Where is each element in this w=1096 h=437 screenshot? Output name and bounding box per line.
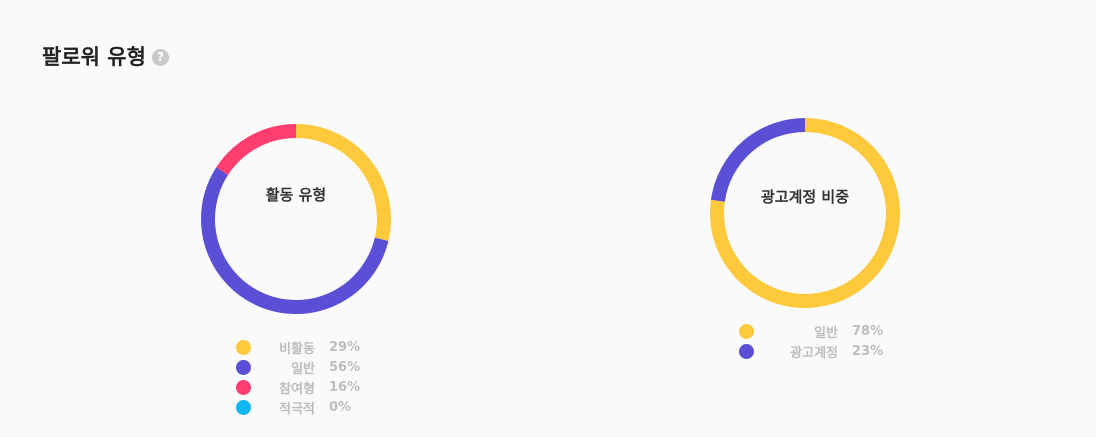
legend-item[interactable]: 일반 56% bbox=[236, 357, 360, 377]
legend-item[interactable]: 비활동 29% bbox=[236, 337, 360, 357]
ad-account-legend: 일반 78% 광고계정 23% bbox=[739, 321, 883, 361]
section-title: 팔로워 유형 ? bbox=[42, 41, 169, 71]
page-title: 팔로워 유형 bbox=[42, 45, 146, 69]
legend-item[interactable]: 광고계정 23% bbox=[739, 341, 883, 361]
ad-account-chart: 광고계정 비중 bbox=[710, 118, 900, 308]
legend-swatch bbox=[739, 343, 754, 359]
ad-account-title: 광고계정 비중 bbox=[760, 188, 850, 206]
legend-swatch bbox=[236, 339, 251, 355]
legend-value: 16% bbox=[329, 379, 361, 395]
legend-value: 78% bbox=[852, 323, 884, 339]
donut-slice-0[interactable] bbox=[710, 118, 900, 308]
donut-slice-2[interactable] bbox=[216, 124, 297, 176]
legend-item[interactable]: 일반 78% bbox=[739, 321, 883, 341]
activity-type-chart: 활동 유형 bbox=[201, 124, 391, 314]
legend-swatch bbox=[739, 323, 754, 339]
ad-account-donut bbox=[710, 118, 900, 308]
donut-slice-1[interactable] bbox=[201, 167, 389, 314]
legend-swatch bbox=[236, 359, 251, 375]
activity-type-legend: 비활동 29% 일반 56% 참여형 16% 적극적 0% bbox=[236, 337, 360, 417]
help-icon[interactable]: ? bbox=[151, 48, 169, 66]
donut-slice-0[interactable] bbox=[295, 124, 391, 241]
legend-label: 비활동 bbox=[279, 341, 315, 357]
legend-label: 적극적 bbox=[279, 401, 315, 417]
activity-type-title: 활동 유형 bbox=[265, 186, 327, 204]
legend-item[interactable]: 적극적 0% bbox=[236, 397, 360, 417]
activity-type-donut bbox=[201, 124, 391, 314]
donut-slice-1[interactable] bbox=[710, 118, 806, 202]
legend-value: 56% bbox=[329, 359, 361, 375]
legend-item[interactable]: 참여형 16% bbox=[236, 377, 360, 397]
legend-value: 29% bbox=[329, 339, 361, 355]
legend-label: 일반 bbox=[814, 325, 838, 341]
legend-label: 참여형 bbox=[279, 381, 315, 397]
legend-value: 0% bbox=[329, 399, 352, 415]
legend-swatch bbox=[236, 379, 251, 395]
legend-label: 광고계정 bbox=[790, 345, 838, 361]
legend-label: 일반 bbox=[291, 361, 315, 377]
legend-value: 23% bbox=[852, 343, 884, 359]
legend-swatch bbox=[236, 399, 251, 415]
